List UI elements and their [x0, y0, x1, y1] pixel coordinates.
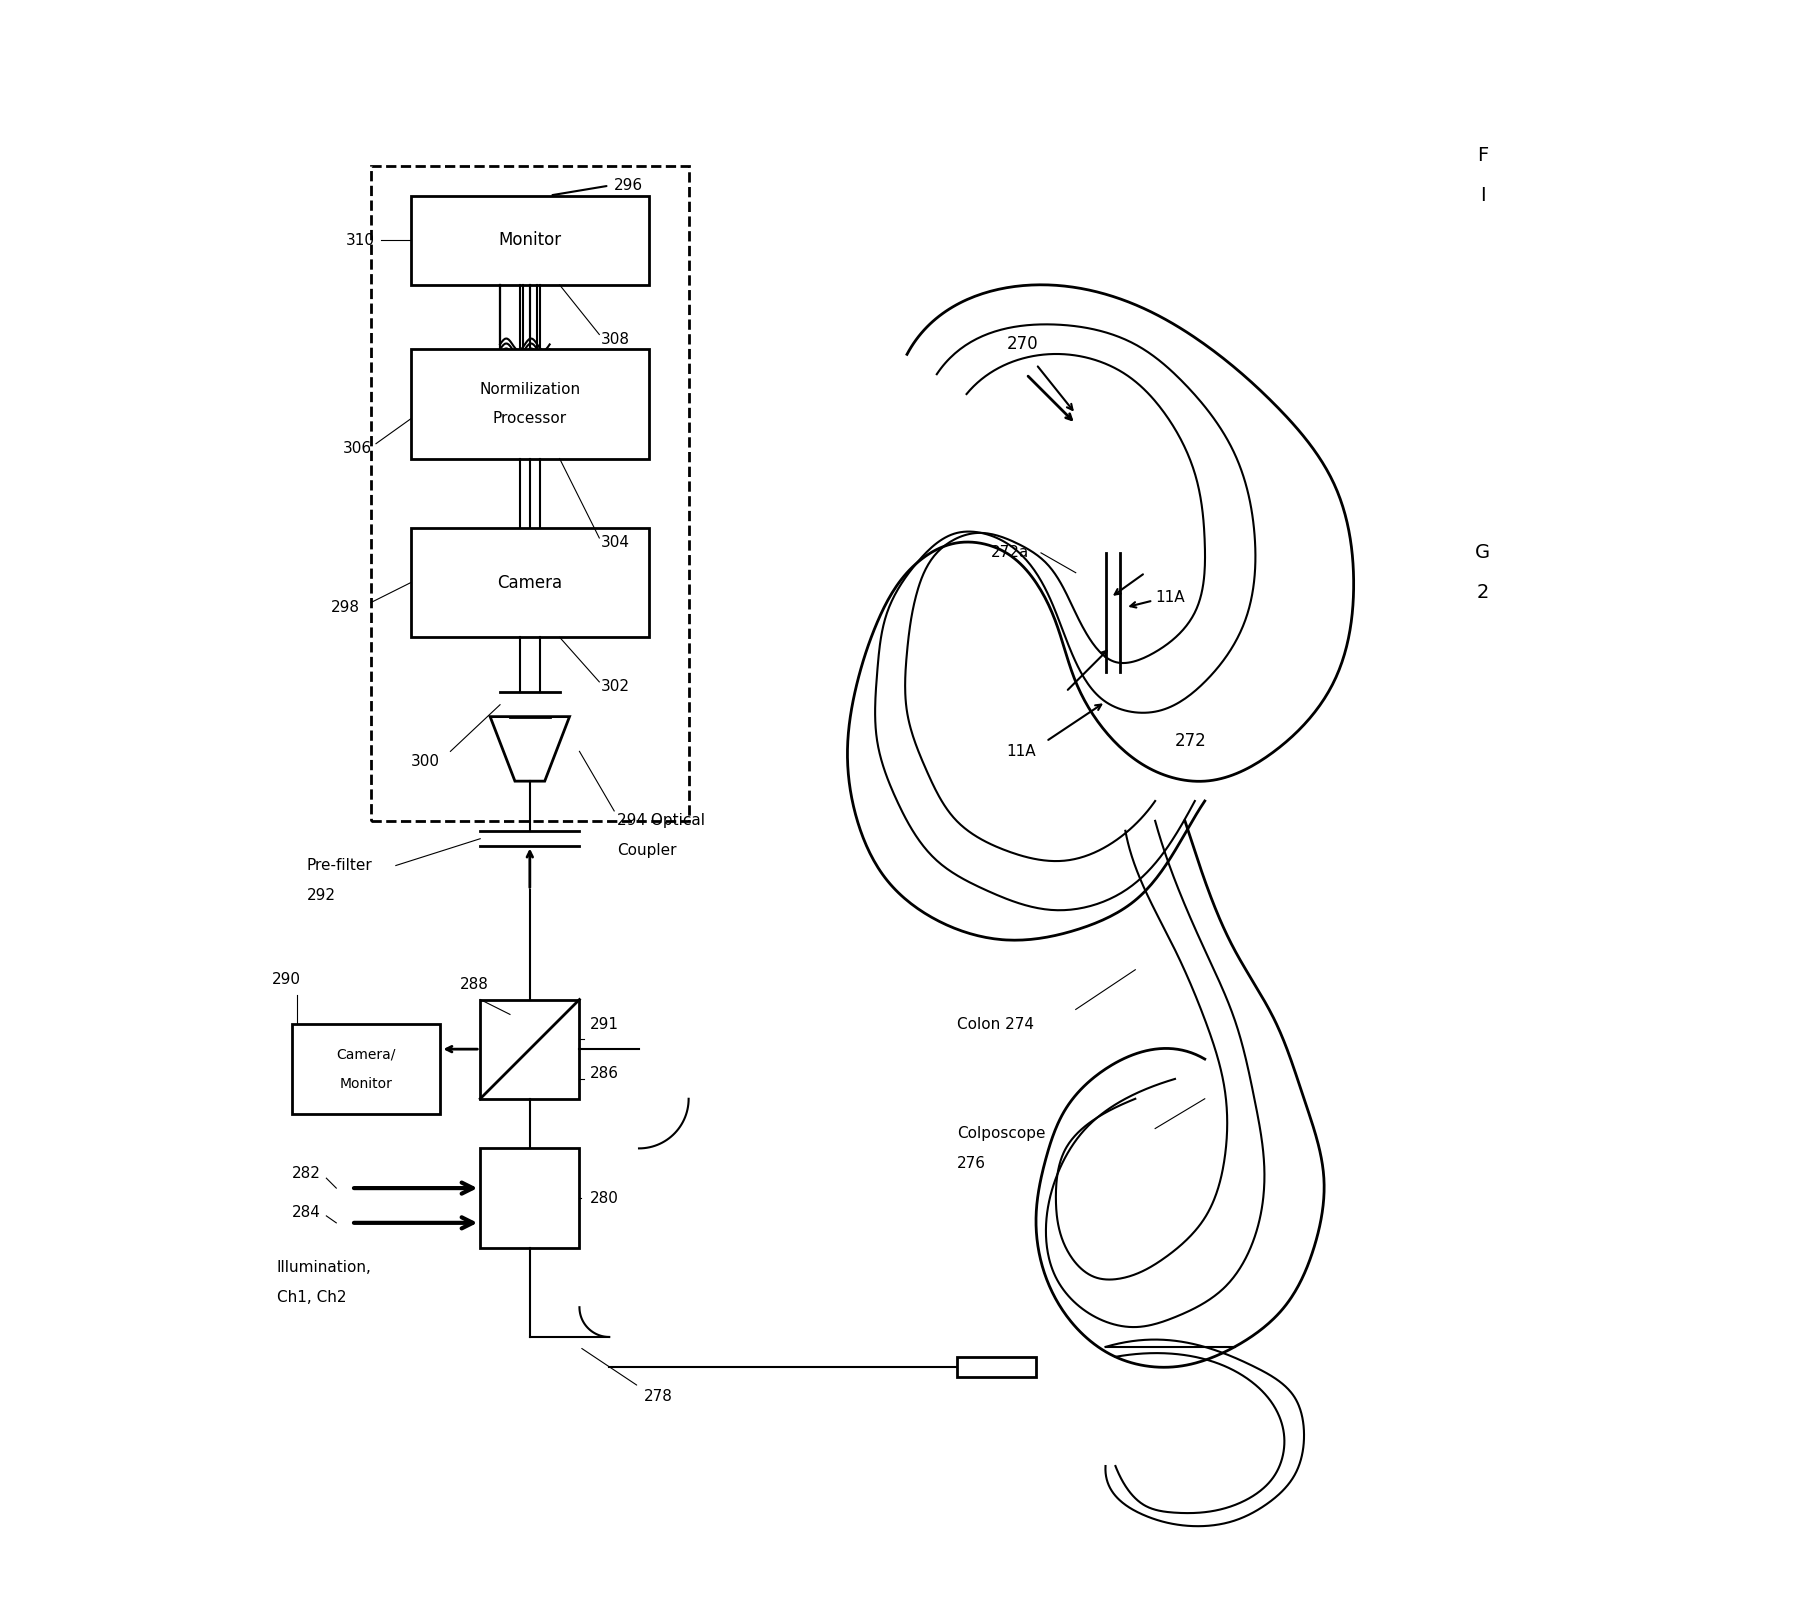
Text: Illumination,: Illumination,	[278, 1261, 372, 1275]
Text: I: I	[1480, 186, 1486, 205]
FancyBboxPatch shape	[372, 165, 689, 820]
Text: 11A: 11A	[1156, 590, 1185, 606]
Text: 278: 278	[644, 1389, 673, 1403]
Text: 284: 284	[292, 1205, 321, 1221]
Text: 296: 296	[615, 178, 644, 194]
Text: G: G	[1475, 543, 1491, 562]
FancyBboxPatch shape	[410, 349, 649, 458]
Text: 298: 298	[332, 599, 361, 615]
Text: Coupler: Coupler	[617, 843, 677, 859]
Text: 302: 302	[600, 679, 629, 694]
Text: 306: 306	[343, 441, 372, 457]
FancyBboxPatch shape	[292, 1024, 441, 1113]
Text: Pre-filter: Pre-filter	[307, 859, 372, 873]
Text: 290: 290	[272, 972, 301, 987]
FancyBboxPatch shape	[410, 195, 649, 285]
Text: Normilization: Normilization	[479, 381, 580, 397]
Text: 282: 282	[292, 1166, 321, 1181]
Text: 270: 270	[1007, 335, 1038, 354]
Text: Camera/: Camera/	[336, 1048, 395, 1061]
Text: Monitor: Monitor	[499, 231, 561, 250]
Text: 294 Optical: 294 Optical	[617, 814, 706, 828]
Text: F: F	[1477, 146, 1487, 165]
Text: 300: 300	[410, 755, 439, 769]
Text: 288: 288	[461, 977, 490, 992]
Text: 276: 276	[956, 1155, 985, 1171]
FancyBboxPatch shape	[481, 1149, 579, 1248]
Text: 11A: 11A	[1007, 743, 1036, 759]
Text: 272a: 272a	[992, 545, 1030, 561]
Text: 2: 2	[1477, 583, 1489, 602]
Text: 272: 272	[1175, 732, 1206, 750]
Text: 308: 308	[600, 332, 629, 348]
FancyBboxPatch shape	[956, 1357, 1036, 1376]
FancyBboxPatch shape	[481, 1000, 579, 1099]
FancyBboxPatch shape	[410, 529, 649, 638]
Text: Ch1, Ch2: Ch1, Ch2	[278, 1290, 346, 1304]
Text: Colposcope: Colposcope	[956, 1126, 1045, 1141]
Text: Processor: Processor	[493, 412, 568, 426]
Text: 291: 291	[590, 1017, 619, 1032]
Text: Colon 274: Colon 274	[956, 1017, 1034, 1032]
Text: 310: 310	[346, 232, 375, 248]
Text: 280: 280	[590, 1190, 619, 1206]
Text: Camera: Camera	[497, 574, 562, 591]
Text: 304: 304	[600, 535, 629, 551]
Text: 292: 292	[307, 888, 336, 904]
Text: Monitor: Monitor	[339, 1077, 392, 1091]
Text: 286: 286	[590, 1067, 619, 1081]
